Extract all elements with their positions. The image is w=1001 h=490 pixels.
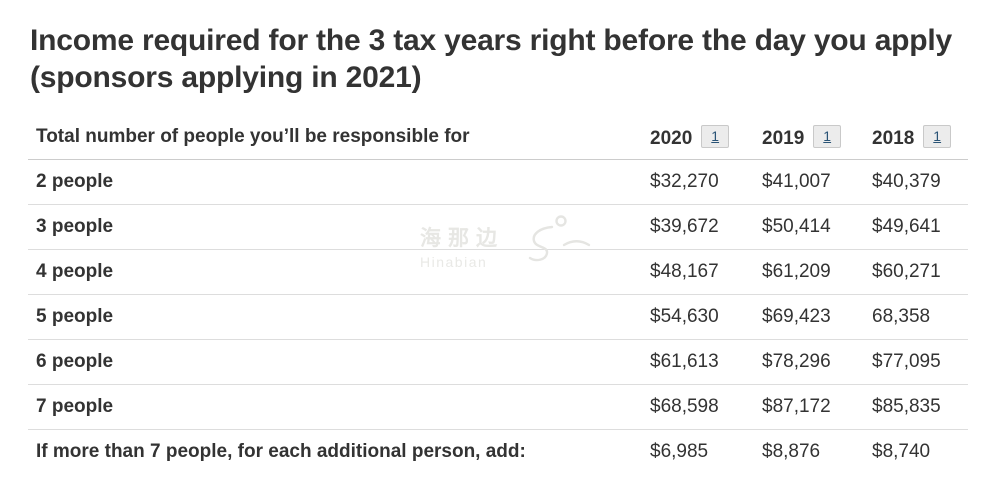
table-header-row: Total number of people you’ll be respons…: [28, 116, 968, 160]
income-value: 68,358: [870, 294, 968, 340]
table-row: 3 people $39,672 $50,414 $49,641: [28, 204, 968, 250]
row-label: 2 people: [28, 159, 648, 205]
row-label: 3 people: [28, 204, 648, 250]
income-table: Total number of people you’ll be respons…: [28, 116, 968, 474]
income-value: $41,007: [760, 159, 870, 205]
footnote-ref-2020[interactable]: 1: [701, 124, 730, 148]
income-value: $60,271: [870, 249, 968, 295]
column-header-2020: 2020 1: [648, 116, 760, 160]
income-value: $87,172: [760, 384, 870, 430]
column-header-2019: 2019 1: [760, 116, 870, 160]
income-value: $61,613: [648, 339, 760, 385]
income-value: $39,672: [648, 204, 760, 250]
table-row: 5 people $54,630 $69,423 68,358: [28, 294, 968, 340]
row-label: 5 people: [28, 294, 648, 340]
column-header-2018: 2018 1: [870, 116, 968, 160]
year-label-2018: 2018: [872, 127, 915, 149]
footnote-ref-2018[interactable]: 1: [923, 124, 952, 148]
income-value: $77,095: [870, 339, 968, 385]
income-value: $61,209: [760, 249, 870, 295]
income-value: $8,740: [872, 440, 931, 462]
income-value: $40,379: [870, 159, 968, 205]
page-title: Income required for the 3 tax years righ…: [30, 24, 953, 94]
table-row: 6 people $61,613 $78,296 $77,095: [28, 339, 968, 385]
year-label-2020: 2020: [650, 127, 693, 149]
income-value: $48,167: [648, 249, 760, 295]
table-row: 4 people $48,167 $61,209 $60,271: [28, 249, 968, 295]
income-value: $78,296: [760, 339, 870, 385]
row-label: 6 people: [28, 339, 648, 385]
income-value: $8,876: [762, 440, 821, 462]
row-label: 4 people: [28, 249, 648, 295]
column-header-people: Total number of people you’ll be respons…: [28, 116, 648, 160]
income-value: $6,985: [650, 440, 709, 462]
row-label: 7 people: [28, 384, 648, 430]
table-row: If more than 7 people, for each addition…: [28, 429, 968, 474]
income-value: $69,423: [760, 294, 870, 340]
income-value: $49,641: [870, 204, 968, 250]
income-value: $85,835: [870, 384, 968, 430]
row-label: If more than 7 people, for each addition…: [36, 440, 526, 462]
year-label-2019: 2019: [762, 127, 805, 149]
income-value: $32,270: [648, 159, 760, 205]
income-value: $50,414: [760, 204, 870, 250]
table-row: 2 people $32,270 $41,007 $40,379: [28, 159, 968, 205]
footnote-link[interactable]: 1: [933, 127, 942, 144]
income-value: $54,630: [648, 294, 760, 340]
footnote-link[interactable]: 1: [711, 127, 720, 144]
footnote-ref-2019[interactable]: 1: [813, 124, 842, 148]
income-value: $68,598: [648, 384, 760, 430]
footnote-link[interactable]: 1: [823, 127, 832, 144]
table-row: 7 people $68,598 $87,172 $85,835: [28, 384, 968, 430]
